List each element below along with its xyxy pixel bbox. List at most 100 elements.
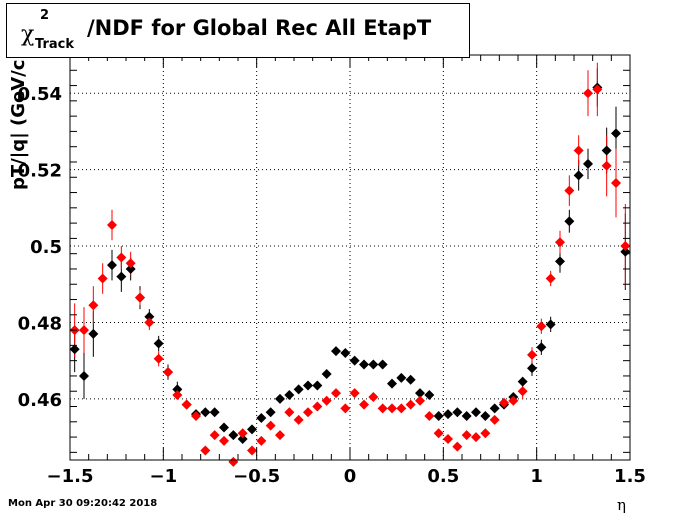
y-tick-label: 0.5 <box>30 237 62 258</box>
data-point <box>237 433 248 444</box>
data-point <box>256 435 267 446</box>
chart-title-box: χ 2 Track /NDF for Global Rec All EtapT <box>6 3 470 58</box>
data-point <box>275 430 285 441</box>
data-point <box>424 411 435 422</box>
data-point <box>601 160 612 171</box>
data-point <box>340 348 351 359</box>
data-markers <box>69 82 631 467</box>
data-point <box>293 384 304 395</box>
data-point <box>321 369 332 380</box>
data-point <box>536 321 547 332</box>
data-point <box>536 342 547 353</box>
data-point <box>415 395 425 406</box>
data-point <box>527 349 537 360</box>
data-point <box>228 430 239 441</box>
data-point <box>88 328 99 339</box>
data-point <box>340 403 351 414</box>
data-point <box>527 363 537 374</box>
data-point <box>433 411 444 422</box>
grid-lines <box>70 55 630 460</box>
data-point <box>172 390 183 401</box>
data-point <box>153 338 164 349</box>
data-point <box>247 445 257 456</box>
data-point <box>592 84 603 95</box>
data-point <box>620 246 631 257</box>
data-point <box>405 399 416 410</box>
data-point <box>293 414 304 425</box>
data-point <box>181 399 192 410</box>
data-point <box>284 390 295 401</box>
data-point <box>443 433 453 444</box>
data-point <box>153 353 164 364</box>
data-point <box>321 395 332 406</box>
data-point <box>611 128 621 139</box>
y-tick-label: 0.52 <box>18 161 62 182</box>
data-point <box>461 430 472 441</box>
data-point <box>247 424 257 435</box>
data-point <box>573 170 584 181</box>
tick-labels: −1.5 −1 −0.5 0 0.5 1 1.5 0.46 0.48 0.5 0.52 0.54 <box>18 84 646 487</box>
data-point <box>79 370 89 381</box>
data-point <box>415 388 425 399</box>
data-point <box>107 220 117 231</box>
x-tick-label: −1 <box>150 466 178 487</box>
data-point <box>452 407 463 418</box>
y-tick-label: 0.54 <box>18 84 62 105</box>
data-point <box>611 177 621 188</box>
x-tick-label: 0 <box>344 466 357 487</box>
data-point <box>116 271 127 282</box>
data-point <box>200 407 211 418</box>
data-point <box>368 391 379 402</box>
error-bars <box>74 62 626 460</box>
title-subscript: Track <box>35 37 74 52</box>
data-point <box>349 355 360 366</box>
data-point <box>368 359 379 370</box>
data-point <box>452 441 463 452</box>
data-point <box>303 380 313 391</box>
data-point <box>517 376 528 387</box>
data-point <box>545 319 556 330</box>
data-point <box>237 428 248 439</box>
data-point <box>508 395 519 406</box>
data-point <box>172 384 183 395</box>
data-point <box>517 386 528 397</box>
data-point <box>303 407 313 418</box>
data-point <box>489 414 500 425</box>
data-point <box>331 346 341 357</box>
data-point <box>396 372 407 383</box>
data-point <box>125 258 136 269</box>
data-point <box>545 273 556 284</box>
data-point <box>377 403 388 414</box>
data-point <box>312 380 323 391</box>
x-axis-label: η <box>617 496 626 514</box>
data-point <box>349 388 360 399</box>
data-point <box>564 185 575 196</box>
data-point <box>163 367 173 378</box>
data-point <box>312 401 323 412</box>
title-symbol: χ <box>21 22 35 47</box>
timestamp: Mon Apr 30 09:20:42 2018 <box>8 498 158 509</box>
data-point <box>144 311 155 322</box>
data-point <box>583 158 593 169</box>
x-tick-label: −1.5 <box>47 466 94 487</box>
data-point <box>443 409 453 420</box>
data-point <box>564 216 575 227</box>
data-point <box>489 403 500 414</box>
data-point <box>69 344 80 355</box>
data-point <box>555 256 565 267</box>
data-point <box>359 359 369 370</box>
data-point <box>125 263 136 274</box>
data-point <box>284 407 295 418</box>
data-point <box>583 88 593 99</box>
data-point <box>265 407 276 418</box>
data-point <box>191 411 201 422</box>
data-point <box>256 412 267 423</box>
x-tick-label: −0.5 <box>233 466 280 487</box>
data-point <box>387 403 397 414</box>
x-tick-label: 1 <box>530 466 543 487</box>
chart-title: /NDF for Global Rec All EtapT <box>87 16 432 40</box>
data-point <box>433 428 444 439</box>
data-point <box>219 422 229 433</box>
y-tick-label: 0.48 <box>18 313 62 334</box>
data-point <box>209 407 220 418</box>
